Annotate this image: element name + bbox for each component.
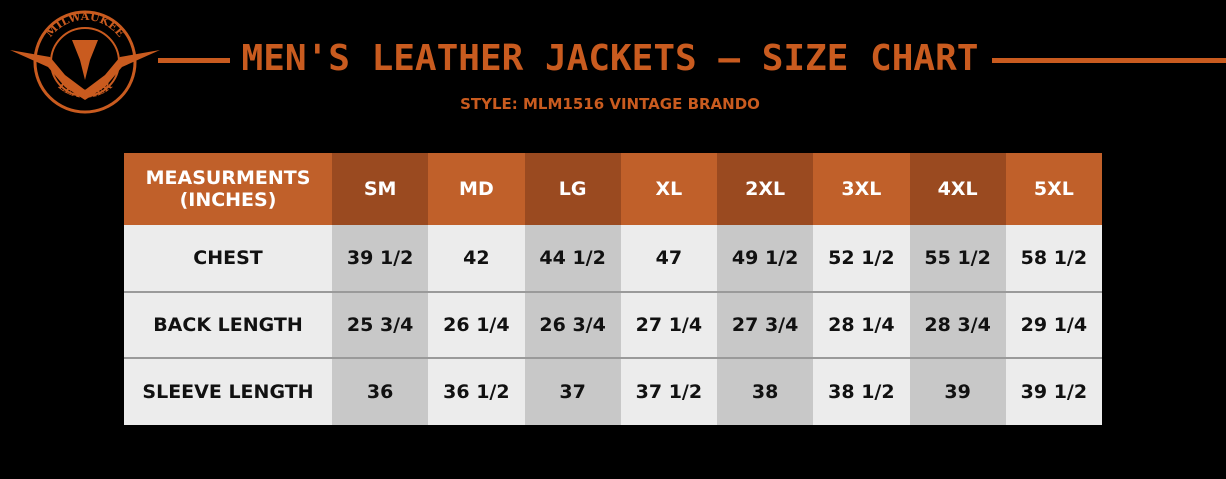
row-label: SLEEVE LENGTH [124, 358, 332, 425]
logo-bird [72, 40, 98, 80]
table-cell: 38 1/2 [813, 358, 910, 425]
column-header: 3XL [813, 153, 910, 225]
table-cell: 28 1/4 [813, 291, 910, 359]
table-cell: 26 3/4 [524, 291, 621, 359]
table-cell: 28 3/4 [909, 291, 1006, 359]
table-cell: 25 3/4 [332, 291, 429, 359]
logo-wings [10, 50, 160, 100]
table-cell: 27 3/4 [717, 291, 814, 359]
table-cell: 39 1/2 [332, 225, 429, 292]
column-header: LG [524, 153, 621, 225]
table-cell: 42 [428, 225, 525, 292]
table-cell: 47 [620, 225, 717, 292]
column-header: 2XL [717, 153, 814, 225]
table-cell: 29 1/4 [1005, 291, 1102, 359]
row-label: CHEST [124, 225, 332, 292]
style-label: STYLE: MLM1516 VINTAGE BRANDO [460, 95, 760, 113]
logo-top-text: MILWAUKEE [43, 10, 127, 40]
row-divider [124, 357, 1102, 360]
column-header: XL [620, 153, 717, 225]
row-divider [124, 290, 1102, 293]
column-header: SM [332, 153, 429, 225]
title-rule [158, 58, 230, 63]
column-header: MEASURMENTS (INCHES) [124, 153, 332, 225]
table-cell: 52 1/2 [813, 225, 910, 292]
row-label: BACK LENGTH [124, 291, 332, 359]
title: MEN'S LEATHER JACKETS – SIZE CHART [241, 38, 979, 79]
title-rule [992, 58, 1226, 63]
table-cell: 26 1/4 [428, 291, 525, 359]
table-cell: 44 1/2 [524, 225, 621, 292]
table-cell: 39 1/2 [1005, 358, 1102, 425]
table-cell: 58 1/2 [1005, 225, 1102, 292]
logo: MILWAUKEE LEATHER [10, 10, 160, 114]
size-table: MEASURMENTS (INCHES) SM MD LG XL 2XL 3XL 4XL 5XL… [124, 153, 1102, 425]
column-header: MD [428, 153, 525, 225]
table-cell: 27 1/4 [620, 291, 717, 359]
table-cell: 36 [332, 358, 429, 425]
column-header: 5XL [1005, 153, 1102, 225]
table-cell: 55 1/2 [909, 225, 1006, 292]
table-cell: 37 1/2 [620, 358, 717, 425]
column-header: 4XL [909, 153, 1006, 225]
table-cell: 39 [909, 358, 1006, 425]
logo-ring [33, 10, 137, 114]
table-cell: 36 1/2 [428, 358, 525, 425]
table-cell: 49 1/2 [717, 225, 814, 292]
table-cell: 37 [524, 358, 621, 425]
logo-bottom-text: LEATHER [56, 78, 115, 100]
table-cell: 38 [717, 358, 814, 425]
